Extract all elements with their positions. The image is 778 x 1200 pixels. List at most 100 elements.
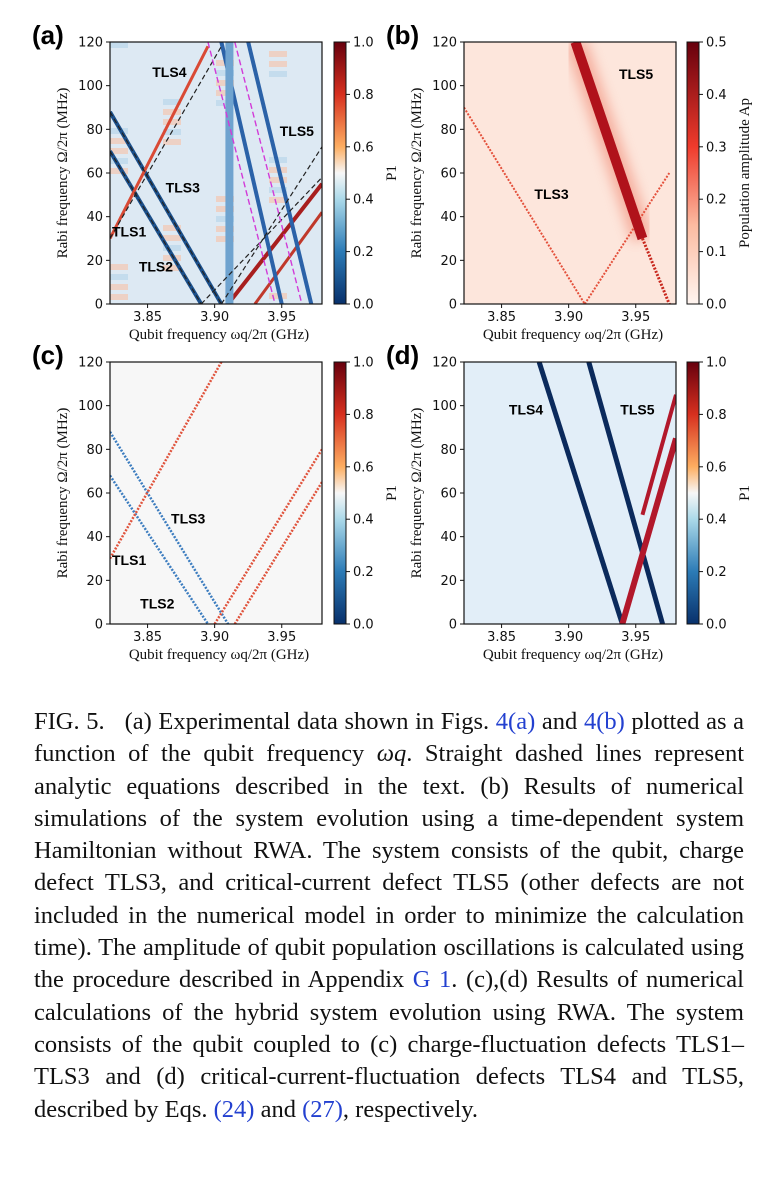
colorbar-tick-label: 0.0 [353,618,374,633]
analytic-dashed-line-magenta [207,42,276,304]
y-tick-label: 20 [86,254,103,269]
y-tick-label: 60 [440,167,457,182]
analytic-dashed-line [220,146,322,304]
y-tick-label: 120 [78,356,103,371]
label-tls4: TLS4 [152,64,186,80]
colorbar-tick-label: 0.4 [706,88,727,103]
caption-ref-appendix[interactable]: G 1 [412,966,452,994]
colorbar-tick-label: 0.6 [353,460,374,475]
y-tick-label: 60 [86,487,103,502]
y-tick-label: 120 [432,36,457,51]
caption-text-1: (a) Experimental data shown in Figs. [124,708,490,735]
resonance-line [110,45,210,240]
resonance-line [619,437,676,624]
x-tick-label: 3.85 [487,630,516,645]
colorbar-tick-label: 0.5 [706,36,727,51]
label-tls3: TLS3 [171,511,205,527]
label-tls1: TLS1 [112,552,146,568]
plot-area-a [110,42,322,304]
x-tick-label: 3.95 [621,630,650,645]
noise-patch [216,100,234,106]
label-tls4: TLS4 [509,401,543,417]
colorbar-tick-label: 0.4 [706,513,727,528]
colorbar-tick-label: 0.8 [706,408,727,423]
y-axis-label: Rabi frequency Ω/2π (MHz) [55,88,71,259]
analytic-dashed-line [200,176,322,304]
noise-patch [216,80,234,86]
colorbar-tick-label: 0.2 [706,565,727,580]
noise-patch [110,284,128,290]
resonance-line [110,474,209,624]
noise-patch [216,226,234,232]
y-tick-label: 100 [78,79,103,94]
resonance-line [583,172,671,304]
y-tick-label: 60 [86,167,103,182]
y-tick-label: 20 [86,574,103,589]
noise-patch [110,168,128,174]
caption-omega-q: ωq [376,740,407,768]
caption-ref-fig4b[interactable]: 4(b) [583,708,625,735]
label-tls5: TLS5 [280,123,314,139]
label-tls1: TLS1 [112,223,146,239]
noise-patch [269,51,287,57]
colorbar [686,41,700,305]
x-tick-label: 3.85 [133,630,162,645]
colorbar-tick-label: 0.0 [706,618,727,633]
noise-patch [163,109,181,115]
y-tick-label: 40 [440,530,457,545]
panel-label: (d) [386,340,419,370]
y-tick-label: 80 [440,123,457,138]
caption-text-2: and [541,708,578,735]
resonance-line [536,362,625,624]
noise-patch [269,187,287,193]
colorbar-label: P1 [384,165,400,181]
x-tick-label: 3.95 [621,310,650,325]
noise-patch [216,216,234,222]
colorbar-label: P1 [737,485,753,501]
caption-ref-eq24[interactable]: (24) [213,1095,255,1123]
y-tick-label: 20 [440,574,457,589]
noise-patch [110,274,128,280]
noise-patch [110,264,128,270]
y-tick-label: 120 [432,356,457,371]
x-tick-label: 3.90 [200,310,229,325]
y-axis-label: Rabi frequency Ω/2π (MHz) [409,88,425,259]
colorbar [686,361,700,625]
x-tick-label: 3.90 [200,630,229,645]
colorbar-tick-label: 0.0 [706,298,727,313]
y-tick-label: 100 [432,79,457,94]
y-tick-label: 120 [78,36,103,51]
panel-label: (a) [32,20,64,50]
y-tick-label: 0 [95,298,103,313]
plot-area-c [110,362,322,624]
noise-patch [269,71,287,77]
plot-area-b [464,42,676,304]
y-tick-label: 80 [86,123,103,138]
resonance-line [570,42,648,241]
colorbar-tick-label: 1.0 [353,36,374,51]
caption-ref-fig4a[interactable]: 4(a) [495,708,536,735]
panel-d: TLS4 TLS5 3.85 3.90 3.95 0 20 40 60 80 100 120 Qubit… [386,340,753,663]
colorbar-tick-label: 0.6 [706,460,727,475]
colorbar-tick-label: 0.0 [353,298,374,313]
y-tick-label: 40 [86,530,103,545]
colorbar-tick-label: 1.0 [353,356,374,371]
noise-patch [110,294,128,300]
colorbar [333,41,347,305]
resonance-line [640,394,676,516]
colorbar-tick-label: 0.4 [353,193,374,208]
panel-b: TLS5 TLS3 3.85 3.90 3.95 0 20 40 60 80 100 120 Qubit… [386,20,753,343]
noise-patch [216,90,234,96]
noise-patch [163,225,181,231]
figure-caption: FIG. 5. (a) Experimental data shown in F… [34,706,744,1126]
y-tick-label: 40 [440,210,457,225]
caption-ref-eq27[interactable]: (27) [302,1095,343,1123]
y-tick-label: 0 [95,618,103,633]
resonance-line [253,211,322,304]
noise-patch [269,197,287,203]
analytic-dashed-line-magenta [234,42,303,304]
colorbar-tick-label: 0.3 [706,140,727,155]
noise-patch [216,206,234,212]
noise-patch [216,70,234,76]
noise-patch [163,139,181,145]
